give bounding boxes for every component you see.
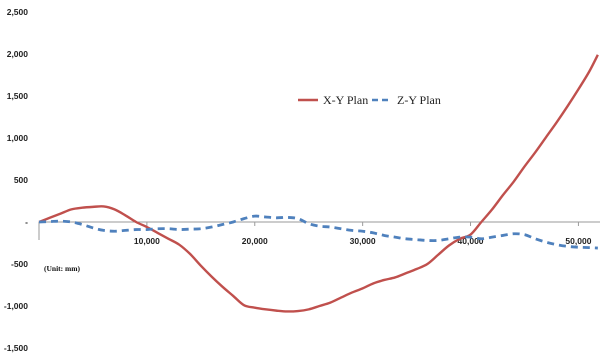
y-tick-label: 2,000 bbox=[7, 49, 29, 59]
x-tick-label: 50,000 bbox=[565, 236, 591, 246]
y-tick-label: 1,000 bbox=[7, 133, 29, 143]
y-tick-label: -500 bbox=[11, 259, 28, 269]
y-tick-label: 500 bbox=[14, 175, 28, 185]
legend-label: X-Y Plan bbox=[323, 93, 368, 107]
x-tick-label: 40,000 bbox=[458, 236, 484, 246]
series-lines bbox=[38, 54, 599, 313]
legend: X-Y Plan Z-Y Plan bbox=[298, 93, 441, 107]
series-line-z-y-plan bbox=[38, 214, 598, 250]
y-tick-label: - bbox=[25, 217, 28, 227]
unit-annotation: (Unit: mm) bbox=[44, 264, 81, 273]
x-tick-label: 20,000 bbox=[242, 236, 268, 246]
x-tick-label: 30,000 bbox=[350, 236, 376, 246]
series-line-x-y-plan bbox=[38, 54, 599, 313]
legend-label: Z-Y Plan bbox=[397, 93, 441, 107]
y-axis: 2,500 2,000 1,500 1,000 500 - -500 -1,000 -1,500 bbox=[4, 7, 28, 353]
x-tick-label: 10,000 bbox=[134, 236, 160, 246]
y-tick-label: 2,500 bbox=[7, 7, 29, 17]
y-tick-label: -1,000 bbox=[4, 301, 28, 311]
y-tick-label: 1,500 bbox=[7, 91, 29, 101]
y-tick-label: -1,500 bbox=[4, 343, 28, 353]
x-axis: 10,000 20,000 30,000 40,000 50,000 bbox=[38, 221, 600, 246]
